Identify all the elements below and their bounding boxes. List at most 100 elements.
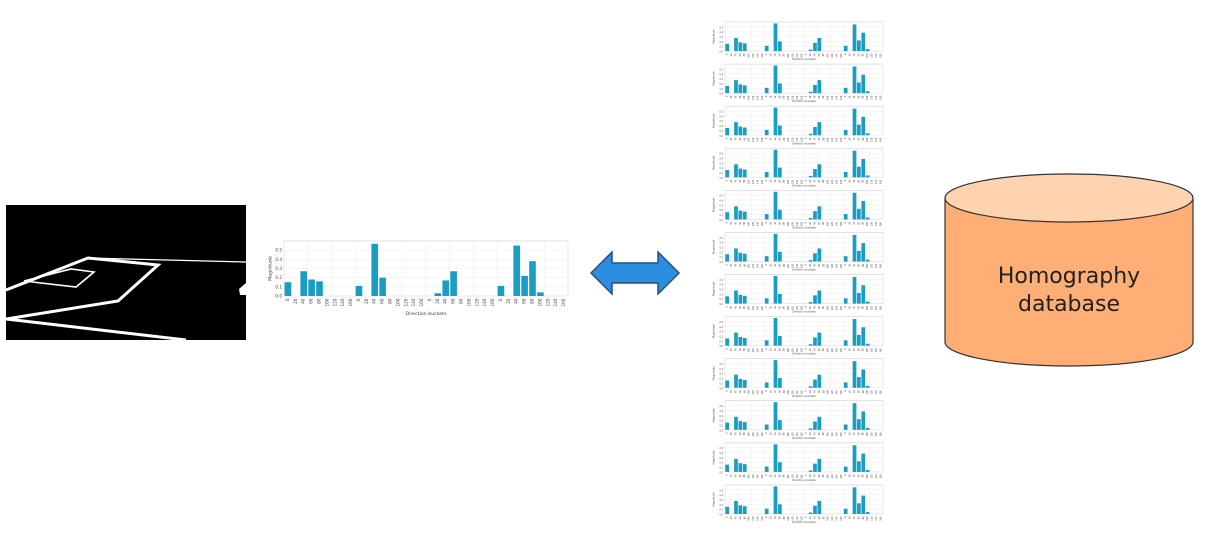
x-tick-label: 0: [498, 298, 503, 301]
x-tick-label: 100: [787, 516, 790, 521]
histogram-bar: [764, 87, 769, 94]
x-tick-label: 120: [831, 474, 834, 479]
x-tick-label: 140: [875, 221, 878, 226]
x-tick-label: 100: [827, 263, 830, 268]
x-tick-label: 60: [739, 305, 742, 308]
x-tick-label: 0: [726, 137, 729, 139]
x-tick-label: 140: [875, 137, 878, 142]
histogram-bar: [852, 192, 857, 220]
histogram-bar: [813, 505, 817, 514]
x-tick-label: 60: [857, 516, 860, 519]
x-tick-label: 60: [857, 263, 860, 266]
histogram-bar: [734, 206, 738, 220]
x-tick-label: 0: [765, 137, 768, 139]
histogram-bar: [734, 80, 738, 94]
histogram-bar: [725, 127, 730, 136]
x-tick-label: 160: [879, 263, 882, 268]
y-tick-label: 0.4: [720, 284, 724, 287]
histogram-bar: [764, 382, 769, 388]
x-tick-label: 80: [822, 432, 825, 435]
histogram-bar: [813, 84, 817, 94]
y-axis-label: Magnitude: [712, 366, 716, 381]
x-tick-label: 20: [770, 432, 773, 435]
x-tick-label: 60: [818, 432, 821, 435]
x-tick-label: 140: [756, 179, 759, 184]
histogram-bar: [725, 422, 730, 430]
x-tick-label: 100: [748, 390, 751, 395]
x-tick-label: 40: [853, 263, 856, 266]
histogram-bar: [725, 43, 730, 52]
x-tick-label: 40: [813, 137, 816, 140]
x-tick-label: 140: [835, 516, 838, 521]
x-tick-label: 120: [831, 137, 834, 142]
histogram-bar: [861, 116, 866, 136]
x-tick-label: 120: [871, 95, 874, 100]
x-tick-label: 100: [827, 474, 830, 479]
y-tick-label: 0.2: [720, 83, 724, 86]
histogram-bar: [738, 252, 743, 262]
histogram-bar: [778, 209, 782, 220]
x-tick-label: 60: [739, 348, 742, 351]
x-tick-label: 80: [783, 179, 786, 182]
x-tick-label: 160: [840, 95, 843, 100]
x-tick-label: 80: [783, 516, 786, 519]
x-tick-label: 160: [761, 432, 764, 437]
histogram-bar: [773, 360, 778, 388]
x-tick-label: 100: [787, 137, 790, 142]
histogram-bar: [773, 149, 778, 178]
x-tick-label: 20: [293, 298, 298, 304]
histogram-bar: [857, 40, 861, 52]
x-tick-label: 160: [761, 348, 764, 353]
x-tick-label: 160: [879, 53, 882, 58]
x-tick-label: 120: [752, 432, 755, 437]
x-tick-label: 40: [774, 263, 777, 266]
x-tick-label: 100: [787, 474, 790, 479]
histogram-bar: [773, 402, 778, 430]
x-tick-label: 40: [853, 390, 856, 393]
x-tick-label: 60: [739, 390, 742, 393]
x-tick-label: 100: [827, 95, 830, 100]
y-axis-label: Magnitude: [712, 324, 716, 339]
x-tick-label: 100: [748, 432, 751, 437]
x-tick-label: 160: [840, 305, 843, 310]
x-tick-label: 60: [778, 390, 781, 393]
histogram-bar: [843, 256, 848, 262]
x-tick-label: 160: [879, 305, 882, 310]
x-tick-label: 60: [818, 305, 821, 308]
y-tick-label: 0.3: [720, 289, 724, 292]
histogram-bar: [861, 327, 866, 346]
x-tick-label: 0: [844, 263, 847, 265]
x-tick-label: 140: [875, 390, 878, 395]
y-tick-label: 0.4: [720, 326, 724, 329]
histogram-bar: [734, 248, 738, 262]
x-tick-label: 20: [730, 179, 733, 182]
x-tick-label: 100: [787, 432, 790, 437]
x-tick-label: 0: [805, 137, 808, 139]
x-tick-label: 120: [792, 179, 795, 184]
x-tick-label: 120: [792, 516, 795, 521]
x-tick-label: 80: [862, 137, 865, 140]
x-tick-label: 100: [748, 516, 751, 521]
x-axis-label: Direction buckets: [792, 268, 816, 272]
x-tick-label: 40: [372, 298, 377, 304]
histogram-bar: [764, 298, 769, 304]
histogram-bar: [734, 290, 738, 304]
y-tick-label: 0.1: [720, 88, 724, 91]
x-tick-label: 60: [778, 95, 781, 98]
x-tick-label: 40: [734, 179, 737, 182]
x-tick-label: 100: [787, 348, 790, 353]
x-tick-label: 160: [879, 137, 882, 142]
histogram-bar: [861, 495, 866, 514]
x-tick-label: 120: [871, 179, 874, 184]
x-tick-label: 60: [739, 263, 742, 266]
x-tick-label: 20: [770, 137, 773, 140]
y-tick-label: 0.4: [720, 31, 724, 34]
histogram-bar: [865, 217, 870, 220]
x-tick-label: 140: [796, 305, 799, 310]
x-tick-label: 40: [813, 221, 816, 224]
x-tick-label: 20: [770, 221, 773, 224]
y-tick-label: 0.5: [720, 279, 724, 282]
histogram-bar: [738, 505, 743, 514]
x-tick-label: 60: [739, 137, 742, 140]
x-tick-label: 80: [862, 432, 865, 435]
